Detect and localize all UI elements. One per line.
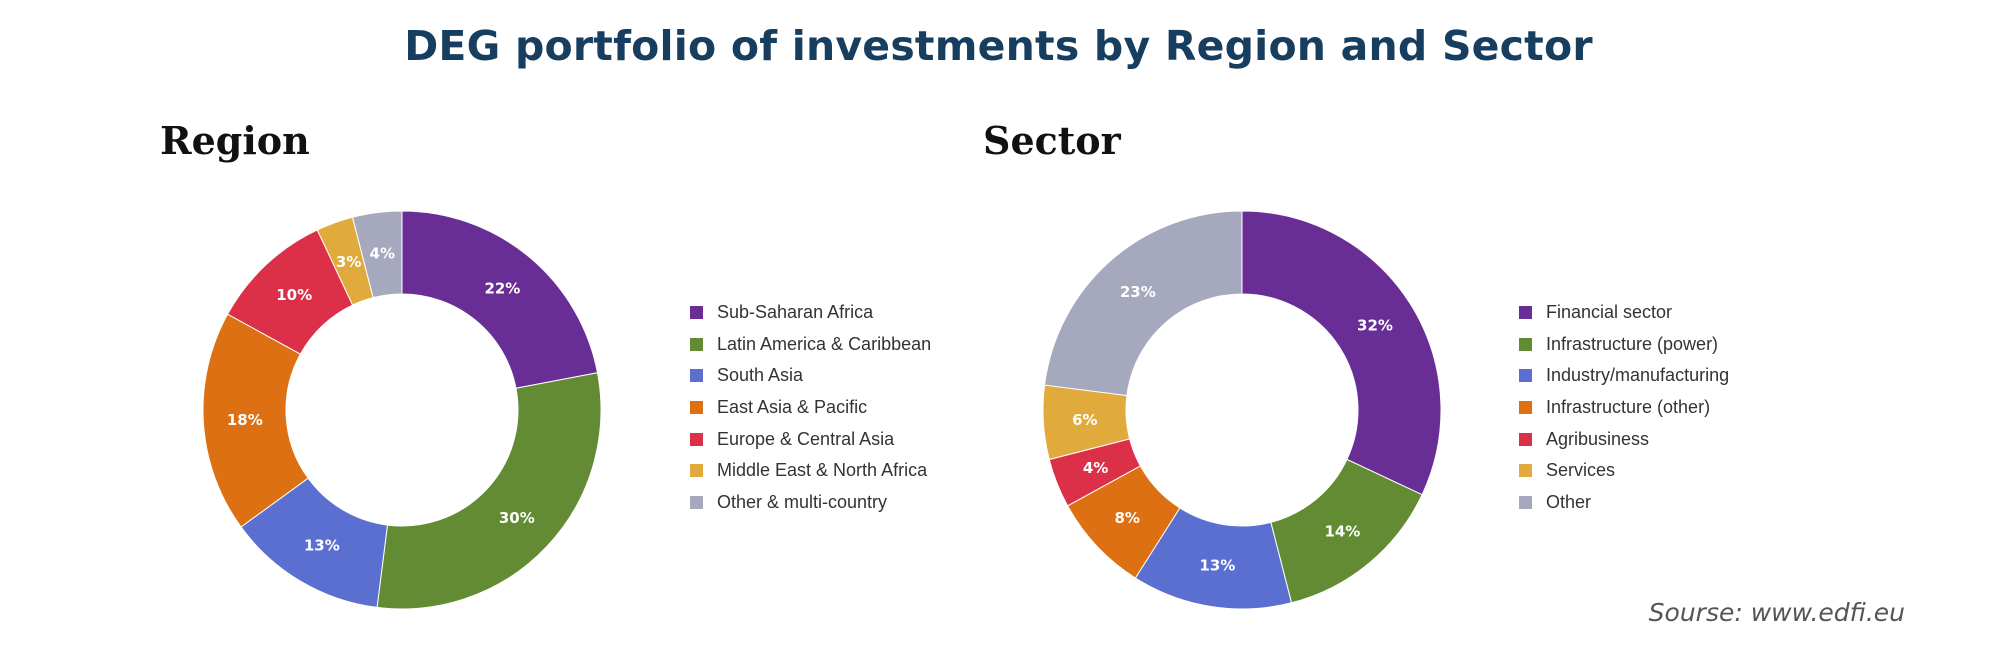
region-legend-label: East Asia & Pacific: [717, 397, 868, 418]
sector-legend-swatch: [1519, 401, 1532, 415]
sector-legend-label: Infrastructure (power): [1546, 333, 1719, 354]
sector-legend-swatch: [1519, 306, 1532, 320]
region-legend-item: Latin America & Caribbean: [690, 329, 931, 361]
sector-legend-label: Agribusiness: [1546, 428, 1650, 449]
region-slice-label: 3%: [336, 253, 361, 271]
region-legend-item: East Asia & Pacific: [690, 392, 931, 424]
sector-slice-other: [1044, 210, 1243, 397]
region-legend-swatch: [690, 401, 703, 415]
sector-legend-item: Infrastructure (other): [1519, 392, 1729, 424]
region-legend-swatch: [690, 337, 703, 351]
region-legend-label: Other & multi-country: [717, 491, 888, 512]
sector-donut-chart: 32% 14% 13% 8% 4% 6% 23%: [1042, 210, 1442, 610]
region-chart-title: Region: [160, 118, 310, 163]
region-slice-label: 22%: [484, 280, 520, 298]
sector-legend-label: Other: [1546, 491, 1592, 512]
region-legend-label: Europe & Central Asia: [717, 428, 895, 449]
region-slice-sub-saharan-africa: [401, 210, 599, 389]
region-legend-label: Latin America & Caribbean: [717, 333, 932, 354]
region-slice-label: 13%: [304, 537, 340, 555]
region-slice-label: 30%: [499, 509, 535, 527]
sector-legend-label: Services: [1546, 460, 1616, 481]
sector-legend-item: Other: [1519, 487, 1729, 519]
sector-legend-item: Services: [1519, 455, 1729, 487]
sector-slice-label: 4%: [1083, 459, 1108, 477]
region-slice-label: 10%: [276, 286, 312, 304]
region-legend-swatch: [690, 495, 703, 509]
region-slice-label: 18%: [227, 411, 263, 429]
sector-legend-item: Industry/manufacturing: [1519, 360, 1729, 392]
sector-legend-swatch: [1519, 369, 1532, 383]
sector-legend-swatch: [1519, 337, 1532, 351]
sector-legend-swatch: [1519, 432, 1532, 446]
sector-slice-label: 14%: [1324, 522, 1360, 540]
region-legend-item: Middle East & North Africa: [690, 455, 931, 487]
region-legend-item: Europe & Central Asia: [690, 423, 931, 455]
sector-legend-swatch: [1519, 464, 1532, 478]
sector-slice-label: 13%: [1199, 557, 1235, 575]
region-legend-item: Other & multi-country: [690, 487, 931, 519]
region-slice-label: 4%: [370, 245, 395, 263]
region-slice-east-asia-pacific: [202, 313, 309, 528]
sector-legend-label: Infrastructure (other): [1546, 397, 1711, 418]
sector-legend: Financial sector Infrastructure (power) In…: [1519, 297, 1729, 518]
sector-legend-item: Infrastructure (power): [1519, 329, 1729, 361]
sector-slice-label: 23%: [1120, 283, 1156, 301]
region-slice-latin-america-caribbean: [376, 372, 602, 610]
region-donut-chart: 22% 30% 13% 18% 10% 3% 4%: [202, 210, 602, 610]
sector-legend-label: Industry/manufacturing: [1546, 365, 1730, 386]
region-legend-label: South Asia: [717, 365, 804, 386]
sector-slice-label: 6%: [1072, 411, 1097, 429]
sector-legend-swatch: [1519, 495, 1532, 509]
sector-chart-title: Sector: [983, 118, 1121, 163]
region-legend: Sub-Saharan Africa Latin America & Caribb…: [690, 297, 931, 518]
sector-legend-item: Agribusiness: [1519, 423, 1729, 455]
region-legend-label: Middle East & North Africa: [717, 460, 928, 481]
sector-slice-financial-sector: [1241, 210, 1442, 496]
sector-legend-label: Financial sector: [1546, 302, 1673, 323]
region-legend-swatch: [690, 369, 703, 383]
region-legend-label: Sub-Saharan Africa: [717, 302, 874, 323]
source-note: Sourse: www.edfi.eu: [1648, 598, 1905, 627]
main-title: DEG portfolio of investments by Region a…: [404, 22, 1593, 70]
sector-slice-label: 8%: [1114, 509, 1139, 527]
region-legend-swatch: [690, 464, 703, 478]
region-legend-swatch: [690, 306, 703, 320]
region-slice-other-multi-country: [351, 210, 403, 299]
sector-slice-label: 32%: [1357, 317, 1393, 335]
region-legend-item: Sub-Saharan Africa: [690, 297, 931, 329]
sector-legend-item: Financial sector: [1519, 297, 1729, 329]
region-legend-swatch: [690, 432, 703, 446]
region-legend-item: South Asia: [690, 360, 931, 392]
